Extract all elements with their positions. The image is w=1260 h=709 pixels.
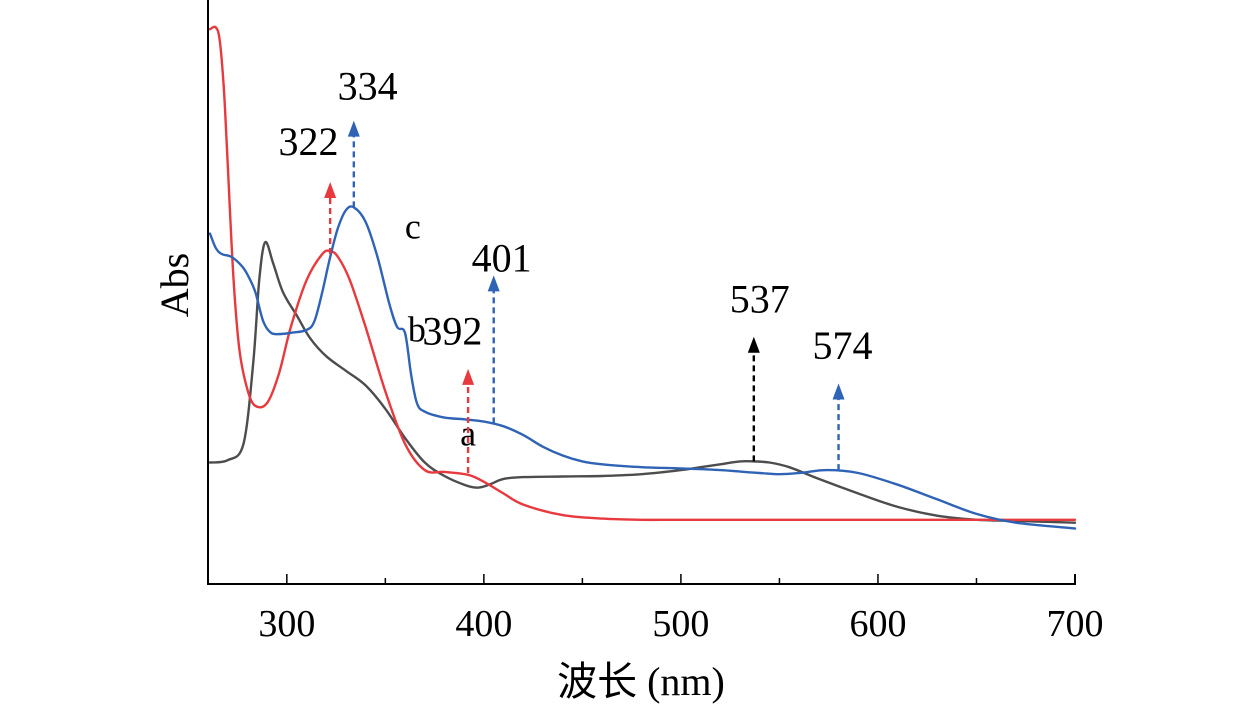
x-tick-label-700: 700 [1047, 603, 1104, 645]
series-line-b [208, 25, 1077, 522]
curve-label-a: a [460, 414, 476, 454]
peak-label-334: 334 [338, 63, 398, 108]
peak-label-401: 401 [472, 236, 532, 281]
peak-label-537: 537 [730, 276, 790, 321]
curve-label-b: b [408, 310, 426, 350]
peak-arrow-head-392 [462, 368, 475, 385]
y-axis-title: Abs [152, 253, 197, 317]
peak-arrow-head-574 [832, 383, 845, 400]
x-tick-label-500: 500 [652, 603, 709, 645]
series-line-a [208, 240, 1077, 524]
peak-label-392: 392 [422, 309, 482, 354]
x-tick-label-600: 600 [849, 603, 906, 645]
peak-label-322: 322 [278, 119, 338, 164]
x-axis-title: 波长 (nm) [557, 659, 725, 704]
series-line-c [208, 205, 1077, 530]
curve-label-c: c [405, 206, 421, 246]
x-tick-label-400: 400 [455, 603, 512, 645]
peak-arrow-head-537 [747, 336, 760, 353]
x-tick-label-300: 300 [258, 603, 315, 645]
peak-arrow-head-334 [347, 120, 360, 137]
peak-arrow-head-322 [324, 181, 337, 198]
peak-arrow-head-401 [487, 275, 500, 292]
peak-label-574: 574 [812, 323, 872, 368]
